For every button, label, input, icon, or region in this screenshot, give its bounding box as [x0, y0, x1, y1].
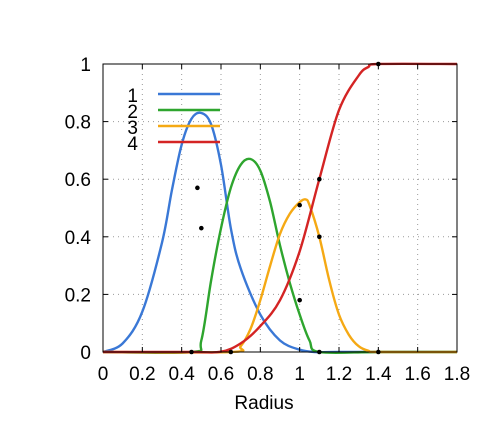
y-tick-label: 0.2: [65, 285, 91, 306]
x-tick-label: 1.2: [326, 364, 352, 385]
x-axis-label: Radius: [234, 393, 293, 414]
data-markers: [189, 61, 381, 355]
x-tick-label: 0.2: [129, 364, 155, 385]
y-tick-label: 0.6: [65, 170, 91, 191]
y-tick-labels: 0 0.2 0.4 0.6 0.8 1: [65, 55, 92, 364]
x-tick-label: 0.6: [208, 364, 234, 385]
data-marker: [297, 202, 302, 208]
data-marker: [317, 234, 322, 240]
series-2-line: [102, 157, 457, 355]
x-tick-label: 1.8: [444, 364, 470, 385]
data-marker: [199, 225, 204, 231]
legend-label-3: 3: [127, 118, 138, 139]
tick-marks: [102, 63, 458, 353]
x-tick-labels: 0 0.2 0.4 0.6 0.8 1 1.2 1.4 1.6 1.8: [98, 364, 471, 385]
series-3-line: [102, 198, 458, 354]
x-tick-label: 1.6: [404, 364, 430, 385]
x-tick-label: 0: [98, 364, 109, 385]
legend-label-1: 1: [127, 86, 138, 107]
legend-label-2: 2: [127, 102, 138, 123]
x-tick-label: 0.8: [247, 364, 273, 385]
data-marker: [317, 176, 322, 182]
data-marker: [195, 185, 200, 191]
x-tick-label: 1: [294, 364, 305, 385]
y-tick-label: 0.8: [65, 113, 91, 134]
y-tick-label: 0.4: [65, 228, 92, 249]
series-lines: [102, 62, 458, 355]
legend-label-4: 4: [127, 134, 138, 155]
x-tick-label: 1.4: [365, 364, 392, 385]
x-tick-label: 0.4: [168, 364, 195, 385]
grid-lines: [103, 64, 457, 352]
data-marker: [297, 297, 302, 303]
plot-frame: [102, 63, 458, 353]
y-tick-label: 0: [80, 343, 91, 364]
y-tick-label: 1: [80, 55, 91, 76]
series-4-line: [102, 62, 458, 354]
